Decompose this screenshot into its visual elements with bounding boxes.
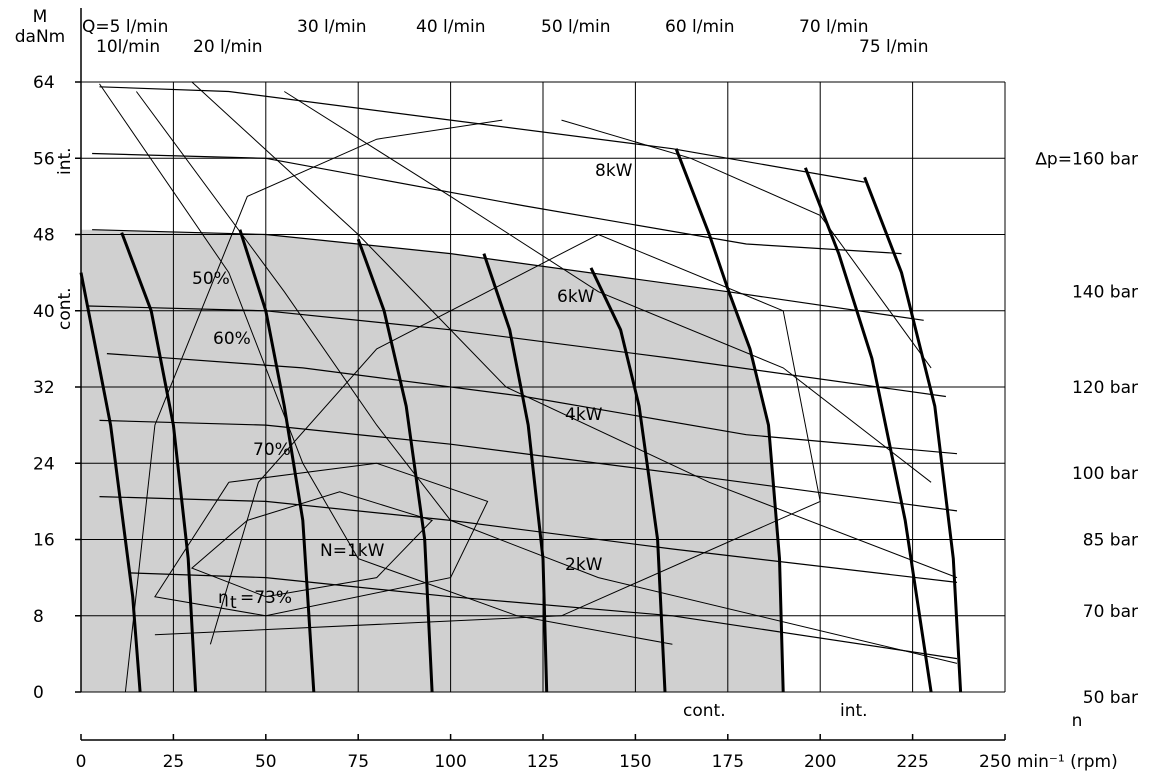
flow-line: [589, 267, 667, 693]
power-label: 2kW: [565, 555, 603, 575]
pressure-label: 140 bar: [1072, 283, 1138, 303]
y-int-label: int.: [55, 147, 75, 175]
x-int-label: int.: [840, 701, 868, 721]
y-tick-label: 8: [33, 607, 44, 627]
x-cont-label: cont.: [683, 701, 726, 721]
pressure-line: [92, 229, 924, 321]
pressure-line: [128, 572, 958, 660]
y-tick-label: 16: [33, 531, 55, 551]
power-line: [561, 119, 932, 369]
pressure-label: ∆p=160 bar: [1035, 149, 1138, 169]
flow-line: [804, 167, 933, 693]
pressure-line: [99, 86, 865, 183]
flow-line: [726, 288, 785, 693]
flow-line: [674, 148, 730, 290]
x-tick-label: 200: [804, 752, 836, 772]
pressure-line: [99, 419, 958, 512]
labels: 0 8 16 24 32 40 48 56 64 0 25 50 75 100 125 150 175 200 22…: [33, 17, 1138, 772]
power-label: 6kW: [557, 287, 595, 307]
flow-label: 75 l/min: [859, 37, 929, 57]
pressure-label: 85 bar: [1083, 531, 1138, 551]
y-tick-label: 56: [33, 149, 55, 169]
x-axis-unit-label: 250 min⁻¹ (rpm): [979, 752, 1118, 772]
pressure-label: 50 bar: [1083, 688, 1138, 708]
y-cont-label: cont.: [55, 287, 75, 330]
y-tick-label: 40: [33, 302, 55, 322]
power-line: [99, 83, 673, 645]
flow-line: [482, 253, 549, 693]
efficiency-label: t: [230, 593, 237, 613]
pressure-label: 120 bar: [1072, 378, 1138, 398]
efficiency-label: η: [218, 588, 229, 608]
y-tick-label: 32: [33, 378, 55, 398]
power-label: N=1kW: [320, 541, 385, 561]
efficiency-label: 50%: [192, 269, 230, 289]
curves: [79, 81, 963, 693]
flow-line: [356, 238, 434, 693]
x-tick-label: 25: [163, 752, 185, 772]
continuous-operation-region: [81, 229, 784, 692]
grid-lines: [80, 81, 1006, 693]
x-tick-label: 175: [712, 752, 744, 772]
pressure-line: [92, 152, 902, 255]
flow-label: 50 l/min: [541, 17, 611, 37]
power-label: 4kW: [565, 405, 603, 425]
flow-label: 30 l/min: [297, 17, 367, 37]
flow-line: [79, 272, 142, 693]
flow-line: [120, 232, 198, 693]
efficiency-curve: [154, 233, 821, 645]
x-tick-label: 75: [347, 752, 369, 772]
flow-label: 70 l/min: [799, 17, 869, 37]
flow-label: 10l/min: [96, 37, 160, 57]
flow-label: 40 l/min: [416, 17, 486, 37]
efficiency-curve: [154, 462, 489, 617]
flow-label: Q=5 l/min: [82, 17, 168, 37]
flow-line: [238, 229, 316, 693]
efficiency-curve: [190, 491, 434, 598]
y-axis-label: M: [33, 7, 48, 27]
x-tick-label: 150: [619, 752, 651, 772]
x-tick-label: 125: [527, 752, 559, 772]
x-tick-label: 100: [434, 752, 466, 772]
pressure-label: 70 bar: [1083, 602, 1138, 622]
efficiency-label: 70%: [253, 440, 291, 460]
flow-line: [863, 176, 963, 693]
power-label: 8kW: [595, 161, 633, 181]
pressure-label: 100 bar: [1072, 464, 1138, 484]
power-line: [135, 91, 958, 664]
y-tick-label: 24: [33, 454, 55, 474]
efficiency-label: 60%: [213, 329, 251, 349]
axes: [75, 8, 1006, 741]
y-tick-label: 0: [33, 683, 44, 703]
efficiency-label: =73%: [240, 588, 292, 608]
y-tick-label: 64: [33, 73, 55, 93]
x-tick-label: 0: [76, 752, 87, 772]
efficiency-curve: [124, 119, 503, 693]
power-line: [284, 91, 932, 483]
y-axis-units: daNm: [15, 27, 66, 47]
x-tick-label: 50: [255, 752, 277, 772]
flow-label: 20 l/min: [193, 37, 263, 57]
x-tick-label: 225: [896, 752, 928, 772]
y-tick-label: 48: [33, 226, 55, 246]
flow-label: 60 l/min: [665, 17, 735, 37]
pressure-line: [106, 353, 958, 455]
continuous-shaded-area: [81, 229, 784, 692]
x-axis-label: n: [1072, 711, 1083, 731]
